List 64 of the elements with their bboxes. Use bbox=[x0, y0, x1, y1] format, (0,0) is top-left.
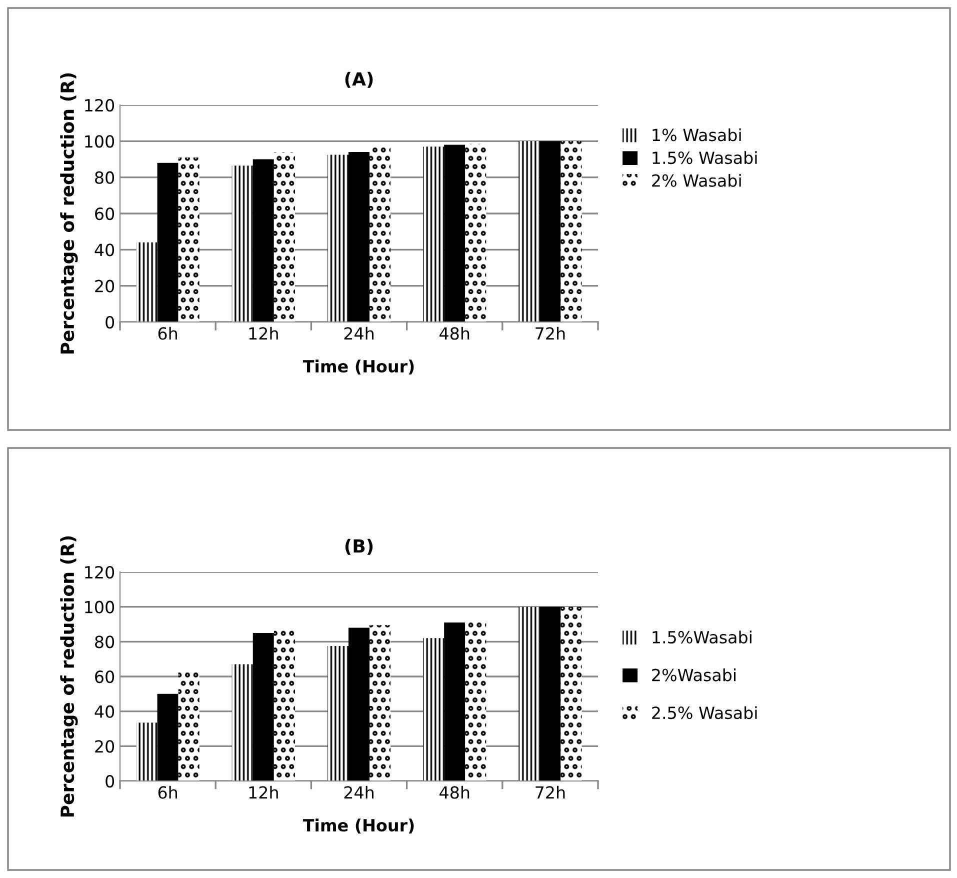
x-axis-title: Time (Hour) bbox=[302, 360, 414, 375]
bar bbox=[274, 630, 295, 781]
legend-label: 2%Wasabi bbox=[652, 668, 736, 682]
bar bbox=[136, 722, 158, 781]
y-tick-label: 60 bbox=[95, 207, 114, 220]
bar bbox=[348, 628, 370, 781]
bar bbox=[560, 606, 582, 781]
y-tick-label: 20 bbox=[95, 740, 114, 753]
bar bbox=[370, 625, 391, 781]
bar bbox=[560, 141, 582, 322]
bar bbox=[327, 646, 348, 781]
bar bbox=[348, 152, 370, 322]
x-tick-label: 24h bbox=[344, 786, 374, 799]
x-tick-label: 24h bbox=[344, 326, 374, 340]
y-tick-label: 120 bbox=[85, 566, 114, 579]
legend-label: 2% Wasabi bbox=[652, 174, 741, 187]
bar bbox=[444, 622, 466, 781]
y-tick-label: 100 bbox=[85, 135, 114, 148]
x-axis-title: Time (Hour) bbox=[302, 818, 414, 834]
bar bbox=[518, 141, 540, 322]
bar bbox=[444, 144, 466, 322]
legend-label: 2.5% Wasabi bbox=[652, 706, 757, 720]
x-tick-label: 12h bbox=[249, 326, 278, 340]
y-axis-title: Percentage of reduction (R) bbox=[60, 73, 78, 354]
bar bbox=[465, 144, 486, 322]
bar bbox=[274, 152, 295, 322]
bar bbox=[518, 606, 540, 781]
bar bbox=[370, 146, 391, 322]
y-tick-label: 120 bbox=[85, 98, 114, 112]
y-tick-label: 40 bbox=[94, 705, 114, 718]
bar bbox=[178, 157, 200, 322]
y-tick-label: 80 bbox=[95, 636, 114, 648]
chart-title: (A) bbox=[345, 72, 373, 88]
legend-label: 1.5%Wasabi bbox=[652, 630, 752, 644]
bar bbox=[252, 159, 274, 322]
chart-title: (B) bbox=[345, 538, 373, 555]
x-tick-label: 72h bbox=[536, 786, 565, 799]
bar bbox=[232, 166, 253, 322]
x-tick-label: 12h bbox=[249, 786, 278, 799]
y-tick-label: 0 bbox=[106, 316, 114, 329]
bar bbox=[136, 242, 158, 322]
legend-label: 1.5% Wasabi bbox=[652, 151, 757, 164]
legend-label: 1% Wasabi bbox=[652, 128, 741, 142]
x-tick-label: 48h bbox=[440, 786, 470, 799]
x-tick-label: 48h bbox=[440, 326, 470, 340]
y-tick-label: 40 bbox=[94, 244, 114, 256]
y-tick-label: 100 bbox=[85, 600, 114, 614]
y-tick-label: 60 bbox=[95, 670, 114, 684]
x-tick-label: 6h bbox=[158, 786, 177, 799]
bar bbox=[252, 632, 274, 781]
bar bbox=[232, 664, 253, 781]
bar bbox=[540, 606, 561, 781]
bar bbox=[157, 162, 178, 322]
bar bbox=[423, 638, 444, 781]
x-tick-label: 6h bbox=[158, 326, 177, 340]
bar bbox=[423, 146, 444, 322]
y-axis-title: Percentage of reduction (R) bbox=[60, 536, 78, 817]
y-tick-label: 80 bbox=[95, 171, 114, 184]
bar bbox=[157, 694, 178, 781]
y-tick-label: 0 bbox=[106, 774, 114, 788]
bar bbox=[540, 141, 561, 322]
y-tick-label: 20 bbox=[95, 280, 114, 292]
x-tick-label: 72h bbox=[536, 326, 565, 340]
bar bbox=[327, 154, 348, 322]
